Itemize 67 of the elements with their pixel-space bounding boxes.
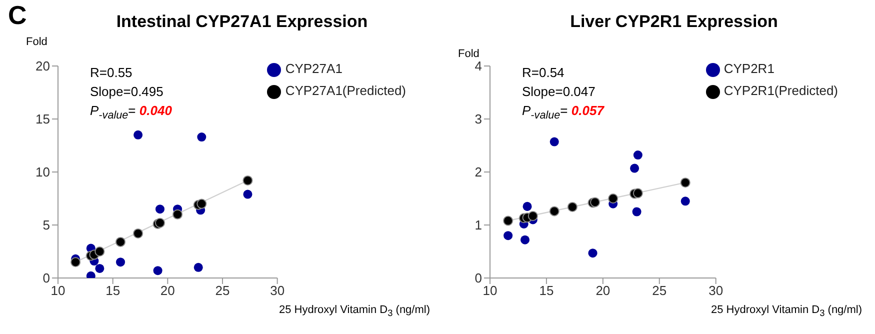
x-axis-title: 25 Hydroxyl Vitamin D$_{3}$ (ng/ml) [279, 304, 430, 318]
chart-title: Liver CYP2R1 Expression [569, 12, 779, 32]
point [680, 178, 690, 188]
point [242, 175, 253, 186]
point [94, 246, 105, 257]
point [567, 202, 578, 212]
legend-label: CYP2R1(Predicted) [724, 83, 838, 98]
y-tick-label: 20 [36, 58, 50, 74]
x-tick-label: 20 [596, 283, 610, 298]
y-tick-label: 5 [42, 218, 50, 233]
point [134, 130, 143, 140]
x-tick-label: 30 [708, 283, 724, 298]
chart-title: Intestinal CYP27A1 Expression [115, 12, 369, 32]
y-tick-label: 1 [474, 218, 482, 233]
point [528, 210, 538, 221]
point [153, 266, 162, 276]
point [588, 248, 598, 258]
text: C [8, 0, 27, 31]
legend-label: CYP27A1(Predicted) [285, 83, 406, 98]
legend-label: CYP2R1 [724, 61, 774, 76]
point [95, 264, 104, 273]
point [550, 137, 559, 146]
x-tick-label: 15 [539, 283, 554, 298]
point [630, 164, 640, 173]
x-axis-title: 25 Hydroxyl Vitamin D$_{3}$ (ng/ml) [711, 304, 862, 318]
point [115, 236, 126, 247]
x-tick-label: 15 [106, 283, 120, 298]
annotation: P$_{-value}$= 0.040 [90, 103, 172, 122]
annotation: Slope=0.047 [522, 84, 596, 99]
point [632, 188, 643, 198]
point [196, 198, 207, 209]
point [503, 216, 514, 226]
point [70, 257, 81, 268]
y-tick-label: 0 [42, 270, 50, 286]
point [243, 190, 252, 199]
y-tick-label: 2 [474, 164, 482, 180]
y-axis-title: Fold [26, 36, 48, 48]
y-tick-label: 10 [36, 164, 50, 180]
point [608, 193, 618, 204]
y-tick-label: 3 [474, 112, 482, 127]
point [194, 262, 203, 272]
point [632, 207, 642, 216]
point [549, 206, 560, 216]
point [155, 204, 164, 214]
point [133, 228, 144, 238]
x-tick-label: 30 [270, 283, 285, 298]
y-tick-label: 0 [474, 270, 482, 286]
point [520, 235, 530, 244]
annotation: R=0.55 [90, 65, 132, 80]
point [633, 150, 642, 160]
annotation: R=0.54 [522, 65, 564, 80]
x-tick-label: 20 [160, 283, 175, 298]
y-axis-title: Fold [458, 48, 480, 60]
point [197, 132, 206, 142]
legend-label: CYP27A1 [285, 61, 342, 76]
annotation: Slope=0.495 [90, 84, 164, 99]
point [522, 202, 532, 211]
y-tick-label: 4 [474, 58, 482, 74]
point [116, 258, 126, 267]
x-tick-label: 25 [652, 283, 667, 298]
point [504, 231, 513, 240]
x-tick-label: 25 [215, 283, 230, 298]
point [590, 197, 600, 208]
annotation: P$_{-value}$= 0.057 [522, 103, 604, 122]
point [172, 209, 183, 220]
point [680, 196, 690, 206]
y-tick-label: 15 [36, 112, 50, 127]
